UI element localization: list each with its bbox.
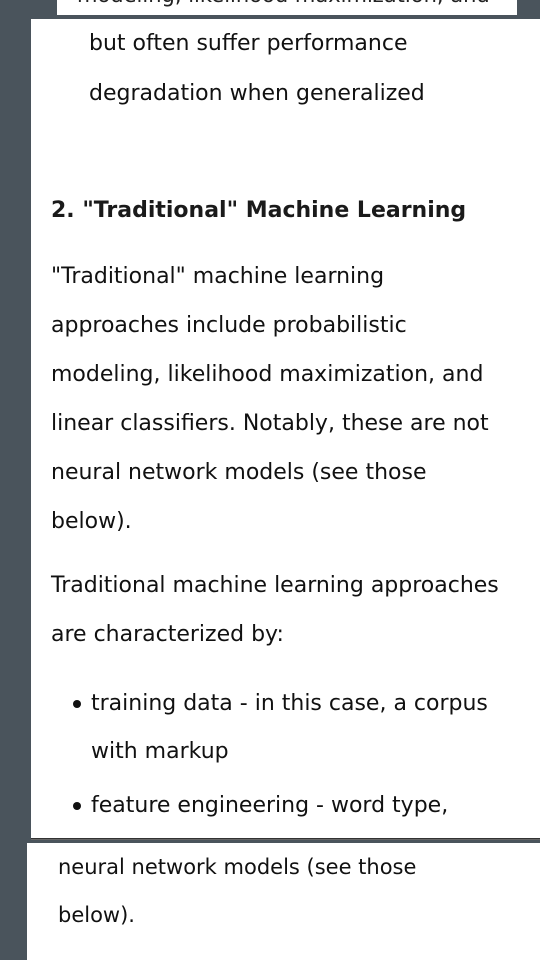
bullet-icon [73, 700, 81, 708]
clipped-text: modeling, likelihood maximization, and [77, 0, 490, 10]
text-line: neural network models (see those [51, 460, 427, 485]
text-line: with markup [91, 739, 229, 764]
bullet-list: training data - in this case, a corpus w… [71, 680, 511, 830]
intro-text: but often suffer performance degradation… [89, 19, 425, 119]
text-line: modeling, likelihood maximization, and [51, 362, 484, 387]
background-page-fragment-bottom: neural network models (see those below). [27, 843, 540, 960]
text-line: Traditional machine learning approaches [51, 573, 499, 598]
background-text-line: neural network models (see those [58, 855, 417, 879]
text-line: degradation when generalized [89, 81, 425, 106]
paragraph: Traditional machine learning approaches … [51, 561, 531, 659]
text-line: approaches include probabilistic [51, 313, 407, 338]
list-item: feature engineering - word type, [71, 782, 511, 830]
background-page-fragment-top: modeling, likelihood maximization, and [57, 0, 517, 15]
text-line: below). [51, 509, 132, 534]
paragraph: "Traditional" machine learning approache… [51, 252, 521, 546]
bullet-icon [73, 802, 81, 810]
content-card: but often suffer performance degradation… [31, 19, 540, 838]
text-line: training data - in this case, a corpus [91, 691, 488, 716]
text-line: linear classifiers. Notably, these are n… [51, 411, 489, 436]
text-line: are characterized by: [51, 622, 284, 647]
section-heading: 2. "Traditional" Machine Learning [51, 198, 467, 223]
background-text-line: below). [58, 903, 135, 927]
text-line: but often suffer performance [89, 31, 408, 56]
text-line: "Traditional" machine learning [51, 264, 385, 289]
text-line: feature engineering - word type, [91, 793, 449, 818]
list-item: training data - in this case, a corpus w… [71, 680, 511, 776]
